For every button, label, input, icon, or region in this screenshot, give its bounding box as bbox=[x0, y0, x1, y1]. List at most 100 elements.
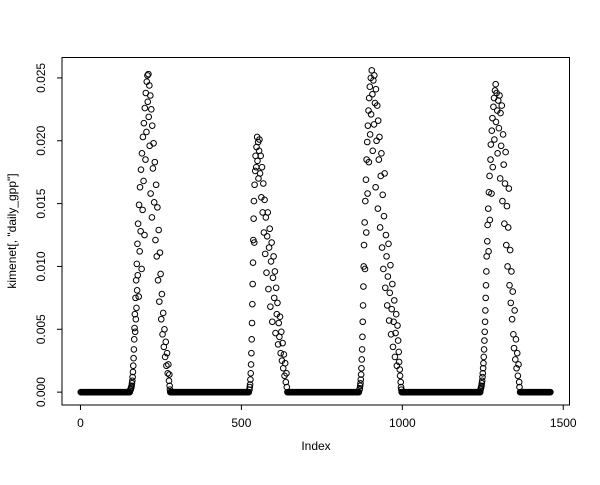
data-point bbox=[380, 265, 387, 273]
data-point bbox=[392, 310, 400, 318]
data-point bbox=[498, 102, 506, 109]
data-point bbox=[247, 376, 254, 383]
data-point bbox=[268, 239, 275, 246]
data-point bbox=[374, 117, 382, 124]
data-point bbox=[389, 280, 396, 288]
data-point bbox=[140, 119, 148, 127]
data-point bbox=[248, 336, 256, 343]
data-point bbox=[266, 225, 274, 233]
data-point bbox=[390, 297, 398, 304]
data-point bbox=[504, 224, 512, 231]
data-point bbox=[483, 268, 490, 275]
x-tick-label: 500 bbox=[231, 416, 251, 430]
data-point bbox=[129, 362, 137, 370]
data-point bbox=[367, 111, 375, 118]
data-point bbox=[510, 344, 518, 352]
data-point bbox=[389, 343, 397, 351]
data-point bbox=[246, 381, 254, 388]
data-point bbox=[165, 377, 173, 385]
data-point bbox=[495, 124, 503, 132]
data-point bbox=[486, 216, 494, 224]
data-point bbox=[162, 338, 170, 346]
data-point bbox=[358, 356, 366, 363]
data-point bbox=[130, 346, 138, 353]
data-point bbox=[492, 118, 500, 126]
data-point bbox=[128, 380, 136, 387]
data-point bbox=[248, 349, 255, 357]
data-point bbox=[366, 83, 374, 91]
data-point bbox=[482, 294, 489, 302]
data-point bbox=[508, 315, 516, 323]
data-point bbox=[128, 382, 135, 390]
data-point bbox=[137, 227, 144, 235]
data-point bbox=[152, 181, 160, 189]
data-point bbox=[381, 284, 389, 292]
data-point bbox=[499, 197, 506, 205]
data-point bbox=[362, 197, 369, 205]
data-point bbox=[381, 170, 388, 177]
data-point bbox=[158, 290, 166, 298]
data-point bbox=[394, 322, 401, 329]
data-point bbox=[165, 361, 172, 368]
data-point bbox=[147, 106, 155, 113]
data-point bbox=[508, 268, 515, 275]
data-point bbox=[163, 349, 171, 357]
data-point bbox=[372, 183, 379, 191]
data-point bbox=[132, 294, 139, 302]
data-point bbox=[380, 212, 388, 220]
data-point bbox=[514, 372, 522, 380]
data-point bbox=[509, 288, 517, 295]
data-point bbox=[391, 353, 399, 361]
data-point bbox=[153, 253, 161, 260]
data-point bbox=[372, 85, 380, 93]
data-point bbox=[378, 150, 385, 157]
x-tick-label: 1500 bbox=[550, 416, 577, 430]
data-point bbox=[274, 299, 281, 307]
data-point bbox=[250, 197, 258, 205]
y-tick-label: 0.025 bbox=[34, 63, 48, 93]
y-tick-label: 0.020 bbox=[34, 125, 48, 155]
data-points bbox=[127, 67, 523, 393]
data-point bbox=[512, 336, 520, 343]
data-point bbox=[272, 284, 280, 292]
data-point bbox=[371, 72, 378, 79]
data-point bbox=[504, 263, 511, 270]
zero-baseline-points bbox=[77, 388, 554, 396]
data-point bbox=[136, 248, 143, 255]
data-point bbox=[479, 373, 486, 381]
data-point bbox=[376, 133, 383, 141]
data-point bbox=[390, 318, 397, 326]
data-point bbox=[382, 231, 390, 239]
data-point bbox=[500, 161, 508, 168]
data-point bbox=[277, 349, 284, 357]
data-point bbox=[383, 302, 391, 309]
data-point bbox=[140, 177, 147, 185]
data-point bbox=[360, 241, 368, 249]
y-tick-label: 0.015 bbox=[34, 188, 48, 218]
data-point bbox=[283, 383, 291, 391]
data-point bbox=[366, 131, 374, 138]
data-point bbox=[358, 346, 366, 353]
data-point bbox=[250, 215, 257, 222]
data-point bbox=[264, 209, 272, 216]
data-point bbox=[505, 185, 513, 192]
data-point bbox=[369, 90, 376, 98]
data-point bbox=[130, 336, 138, 343]
data-point bbox=[274, 341, 282, 348]
data-point bbox=[384, 273, 392, 280]
data-point bbox=[501, 180, 509, 187]
data-point bbox=[359, 318, 367, 326]
data-point bbox=[250, 239, 258, 246]
data-point bbox=[261, 250, 269, 258]
data-point bbox=[281, 359, 289, 367]
data-point bbox=[515, 378, 523, 386]
data-point bbox=[365, 94, 373, 102]
data-point bbox=[166, 386, 174, 393]
y-tick-label: 0.005 bbox=[34, 314, 48, 344]
data-point bbox=[247, 369, 255, 377]
y-tick-label: 0.010 bbox=[34, 251, 48, 281]
data-point bbox=[129, 373, 136, 381]
y-axis-label: kimenet[, "daily_gpp"] bbox=[5, 173, 19, 288]
data-point bbox=[510, 331, 517, 338]
data-point bbox=[363, 138, 371, 146]
